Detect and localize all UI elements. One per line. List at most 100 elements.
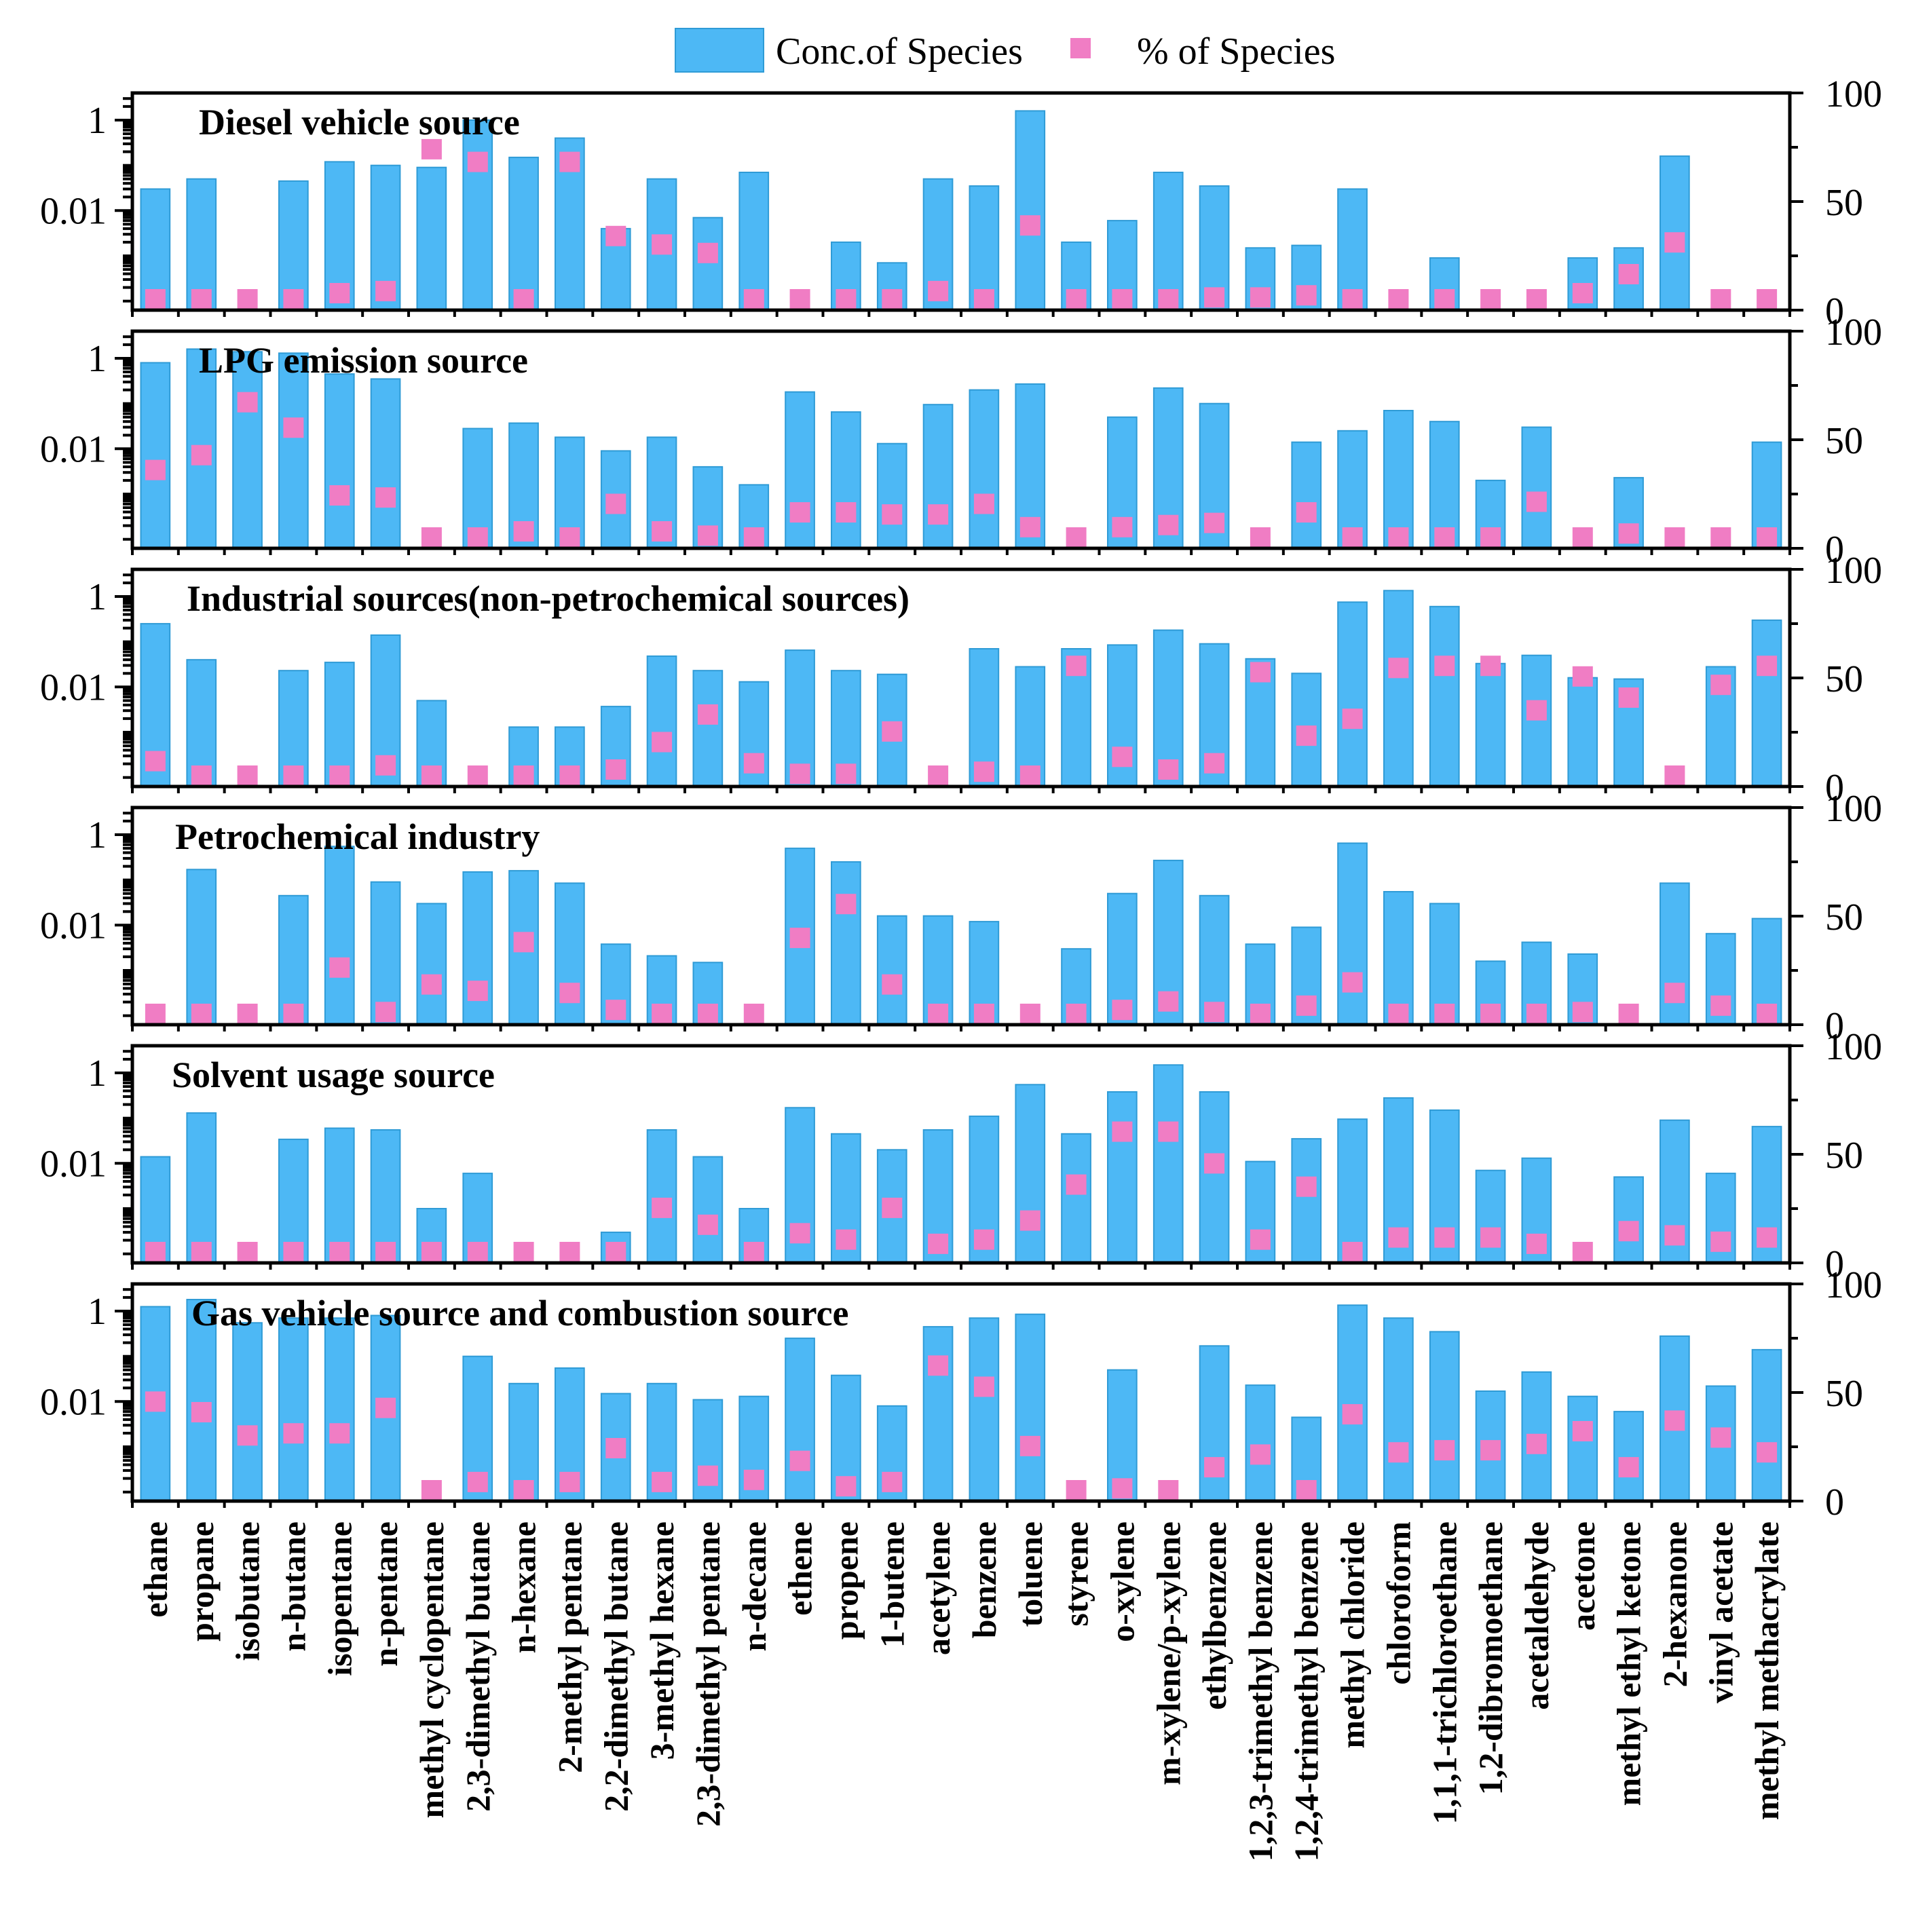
pct-marker (1388, 1227, 1409, 1248)
conc-bar (186, 1299, 217, 1502)
pct-marker (467, 1242, 488, 1262)
conc-bar (416, 166, 447, 311)
y-tick-label: 1 (88, 814, 107, 856)
conc-bar (1521, 426, 1552, 549)
pct-marker (743, 1469, 764, 1490)
conc-bar (1291, 441, 1322, 549)
panel-title: Industrial sources(non-petrochemical sou… (187, 578, 910, 619)
conc-bar (1015, 110, 1046, 311)
pct-marker (191, 1402, 212, 1422)
x-tick-label: acetone (1564, 1521, 1602, 1631)
pct-marker (652, 1197, 673, 1218)
right-tick-label: 0 (1825, 1481, 1844, 1523)
right-tick-label: 50 (1825, 420, 1863, 462)
pct-marker (697, 1004, 718, 1024)
right-tick-label: 0 (1825, 767, 1844, 809)
conc-bar (1245, 1384, 1276, 1502)
pct-marker (513, 1242, 534, 1262)
right-tick-label: 50 (1825, 182, 1863, 224)
pct-marker (1250, 527, 1271, 548)
pct-marker (1480, 656, 1501, 677)
y-tick-label: 0.01 (40, 190, 107, 232)
conc-bar (370, 1129, 401, 1264)
panel-2: 1 0.01 100 50 0 LPG emission source (40, 311, 1882, 571)
pct-marker (1158, 1480, 1179, 1500)
x-tick-label: 1,2,4-trimethyl benzene (1288, 1521, 1326, 1861)
pct-marker (145, 289, 166, 309)
pct-marker (467, 527, 488, 548)
x-tick-label: vinyl acetate (1702, 1521, 1740, 1703)
pct-marker (928, 1233, 949, 1254)
right-tick-label: 100 (1825, 311, 1882, 354)
pct-marker (1204, 1002, 1225, 1023)
conc-bar (1383, 590, 1414, 787)
pct-marker (283, 765, 304, 786)
conc-bar (1383, 410, 1414, 549)
panel-title: Petrochemical industry (175, 816, 540, 857)
pct-marker (1158, 991, 1179, 1012)
conc-bar (1337, 1304, 1368, 1502)
pct-marker (375, 1002, 396, 1023)
pct-marker (836, 1476, 857, 1497)
pct-marker (283, 1423, 304, 1444)
pct-marker (1572, 1421, 1593, 1441)
conc-bar (1199, 1091, 1230, 1264)
conc-bar (785, 391, 815, 549)
pct-marker (1204, 512, 1225, 533)
x-tick-label: ethane (136, 1521, 174, 1618)
x-tick-label: m-xylene/p-xylene (1149, 1521, 1187, 1785)
pct-marker (1526, 1233, 1547, 1254)
pct-marker (1526, 700, 1547, 721)
right-tick-label: 0 (1825, 529, 1844, 571)
legend-pct-marker (1070, 38, 1091, 58)
conc-bar (1337, 1118, 1368, 1264)
pct-marker (1019, 215, 1041, 236)
pct-marker (1664, 765, 1685, 786)
pct-marker (1434, 1227, 1455, 1248)
right-tick-label: 100 (1825, 1026, 1882, 1068)
pct-marker (697, 704, 718, 725)
pct-marker (652, 1004, 673, 1024)
pct-marker (789, 289, 810, 309)
pct-marker (1250, 1444, 1271, 1465)
conc-bar (1613, 1176, 1644, 1264)
conc-bar (416, 903, 447, 1025)
pct-marker (882, 1197, 903, 1218)
pct-marker (1342, 1242, 1363, 1262)
pct-marker (467, 765, 488, 786)
right-tick-label: 50 (1825, 658, 1863, 700)
pct-marker (421, 1242, 442, 1262)
pct-marker (1019, 1004, 1041, 1024)
pct-marker (836, 289, 857, 309)
y-tick-label: 1 (88, 338, 107, 380)
pct-marker (1204, 287, 1225, 308)
conc-bar (831, 411, 861, 549)
right-tick-label: 50 (1825, 896, 1863, 939)
pct-marker (283, 289, 304, 309)
x-tick-label: 1,1,1-trichloroethane (1425, 1521, 1463, 1824)
pct-marker (1710, 1231, 1731, 1252)
conc-bar (1567, 1395, 1598, 1502)
pct-marker (743, 527, 764, 548)
pct-marker (743, 1004, 764, 1024)
panel-title: Gas vehicle source and combustion source (191, 1293, 849, 1333)
conc-bar (692, 670, 724, 788)
pct-marker (973, 1004, 994, 1024)
y-tick-label: 0.01 (40, 1143, 107, 1185)
x-tick-label: methyl cyclopentane (413, 1521, 451, 1818)
pct-marker (1757, 1004, 1778, 1024)
pct-marker (928, 504, 949, 525)
right-tick-label: 50 (1825, 1135, 1863, 1177)
pct-marker (421, 974, 442, 995)
pct-marker (467, 1471, 488, 1492)
pct-marker (559, 1471, 580, 1492)
conc-bar (876, 442, 907, 550)
pct-marker (1618, 1457, 1639, 1478)
pct-marker (329, 283, 350, 303)
pct-marker (283, 417, 304, 438)
pct-marker (1388, 1442, 1409, 1463)
pct-marker (652, 1471, 673, 1492)
pct-marker (513, 521, 534, 542)
x-tick-label: acetylene (919, 1521, 957, 1655)
x-tick-label: 2-hexanone (1655, 1521, 1693, 1687)
